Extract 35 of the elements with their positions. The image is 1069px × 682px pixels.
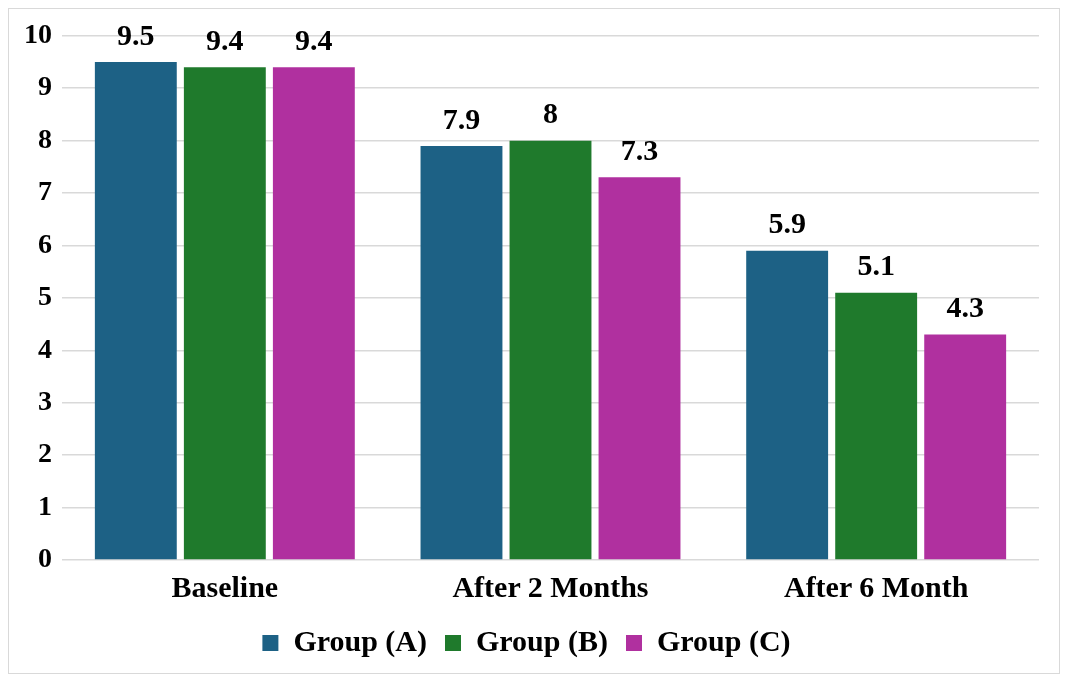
bar: [272, 67, 355, 560]
data-label: 9.4: [206, 23, 244, 56]
data-label: 8: [543, 96, 558, 130]
y-tick-label: 1: [38, 489, 52, 521]
bar: [509, 140, 592, 560]
y-tick-label: 8: [38, 122, 52, 154]
y-tick-label: 0: [38, 542, 52, 574]
legend-label: Group (C): [656, 623, 791, 658]
bar: [94, 62, 177, 560]
y-tick-label: 10: [24, 18, 52, 50]
bar: [420, 145, 503, 560]
data-label: 7.9: [442, 101, 481, 135]
legend-label: Group (B): [476, 623, 608, 658]
y-tick-label: 5: [38, 280, 52, 312]
y-tick-label: 2: [38, 437, 52, 469]
x-tick-label: Baseline: [171, 569, 279, 603]
y-tick-label: 9: [38, 70, 52, 102]
legend-label: Group (A): [293, 623, 428, 658]
data-label: 4.3: [946, 290, 984, 324]
bar: [835, 292, 918, 560]
bar: [924, 334, 1007, 560]
y-tick-label: 6: [38, 227, 52, 259]
data-label: 9.4: [295, 23, 333, 56]
y-tick-label: 3: [38, 384, 52, 416]
bar: [183, 67, 266, 560]
data-label: 7.3: [620, 133, 659, 167]
x-tick-label: After 6 Month: [783, 569, 969, 603]
data-label: 5.9: [768, 206, 806, 240]
y-tick-label: 4: [38, 332, 52, 364]
x-tick-label: After 2 Months: [452, 569, 649, 603]
bar: [598, 177, 681, 560]
data-label: 9.5: [117, 17, 155, 51]
data-label: 5.1: [857, 248, 895, 282]
bar: [746, 250, 829, 560]
y-tick-label: 7: [38, 175, 52, 207]
